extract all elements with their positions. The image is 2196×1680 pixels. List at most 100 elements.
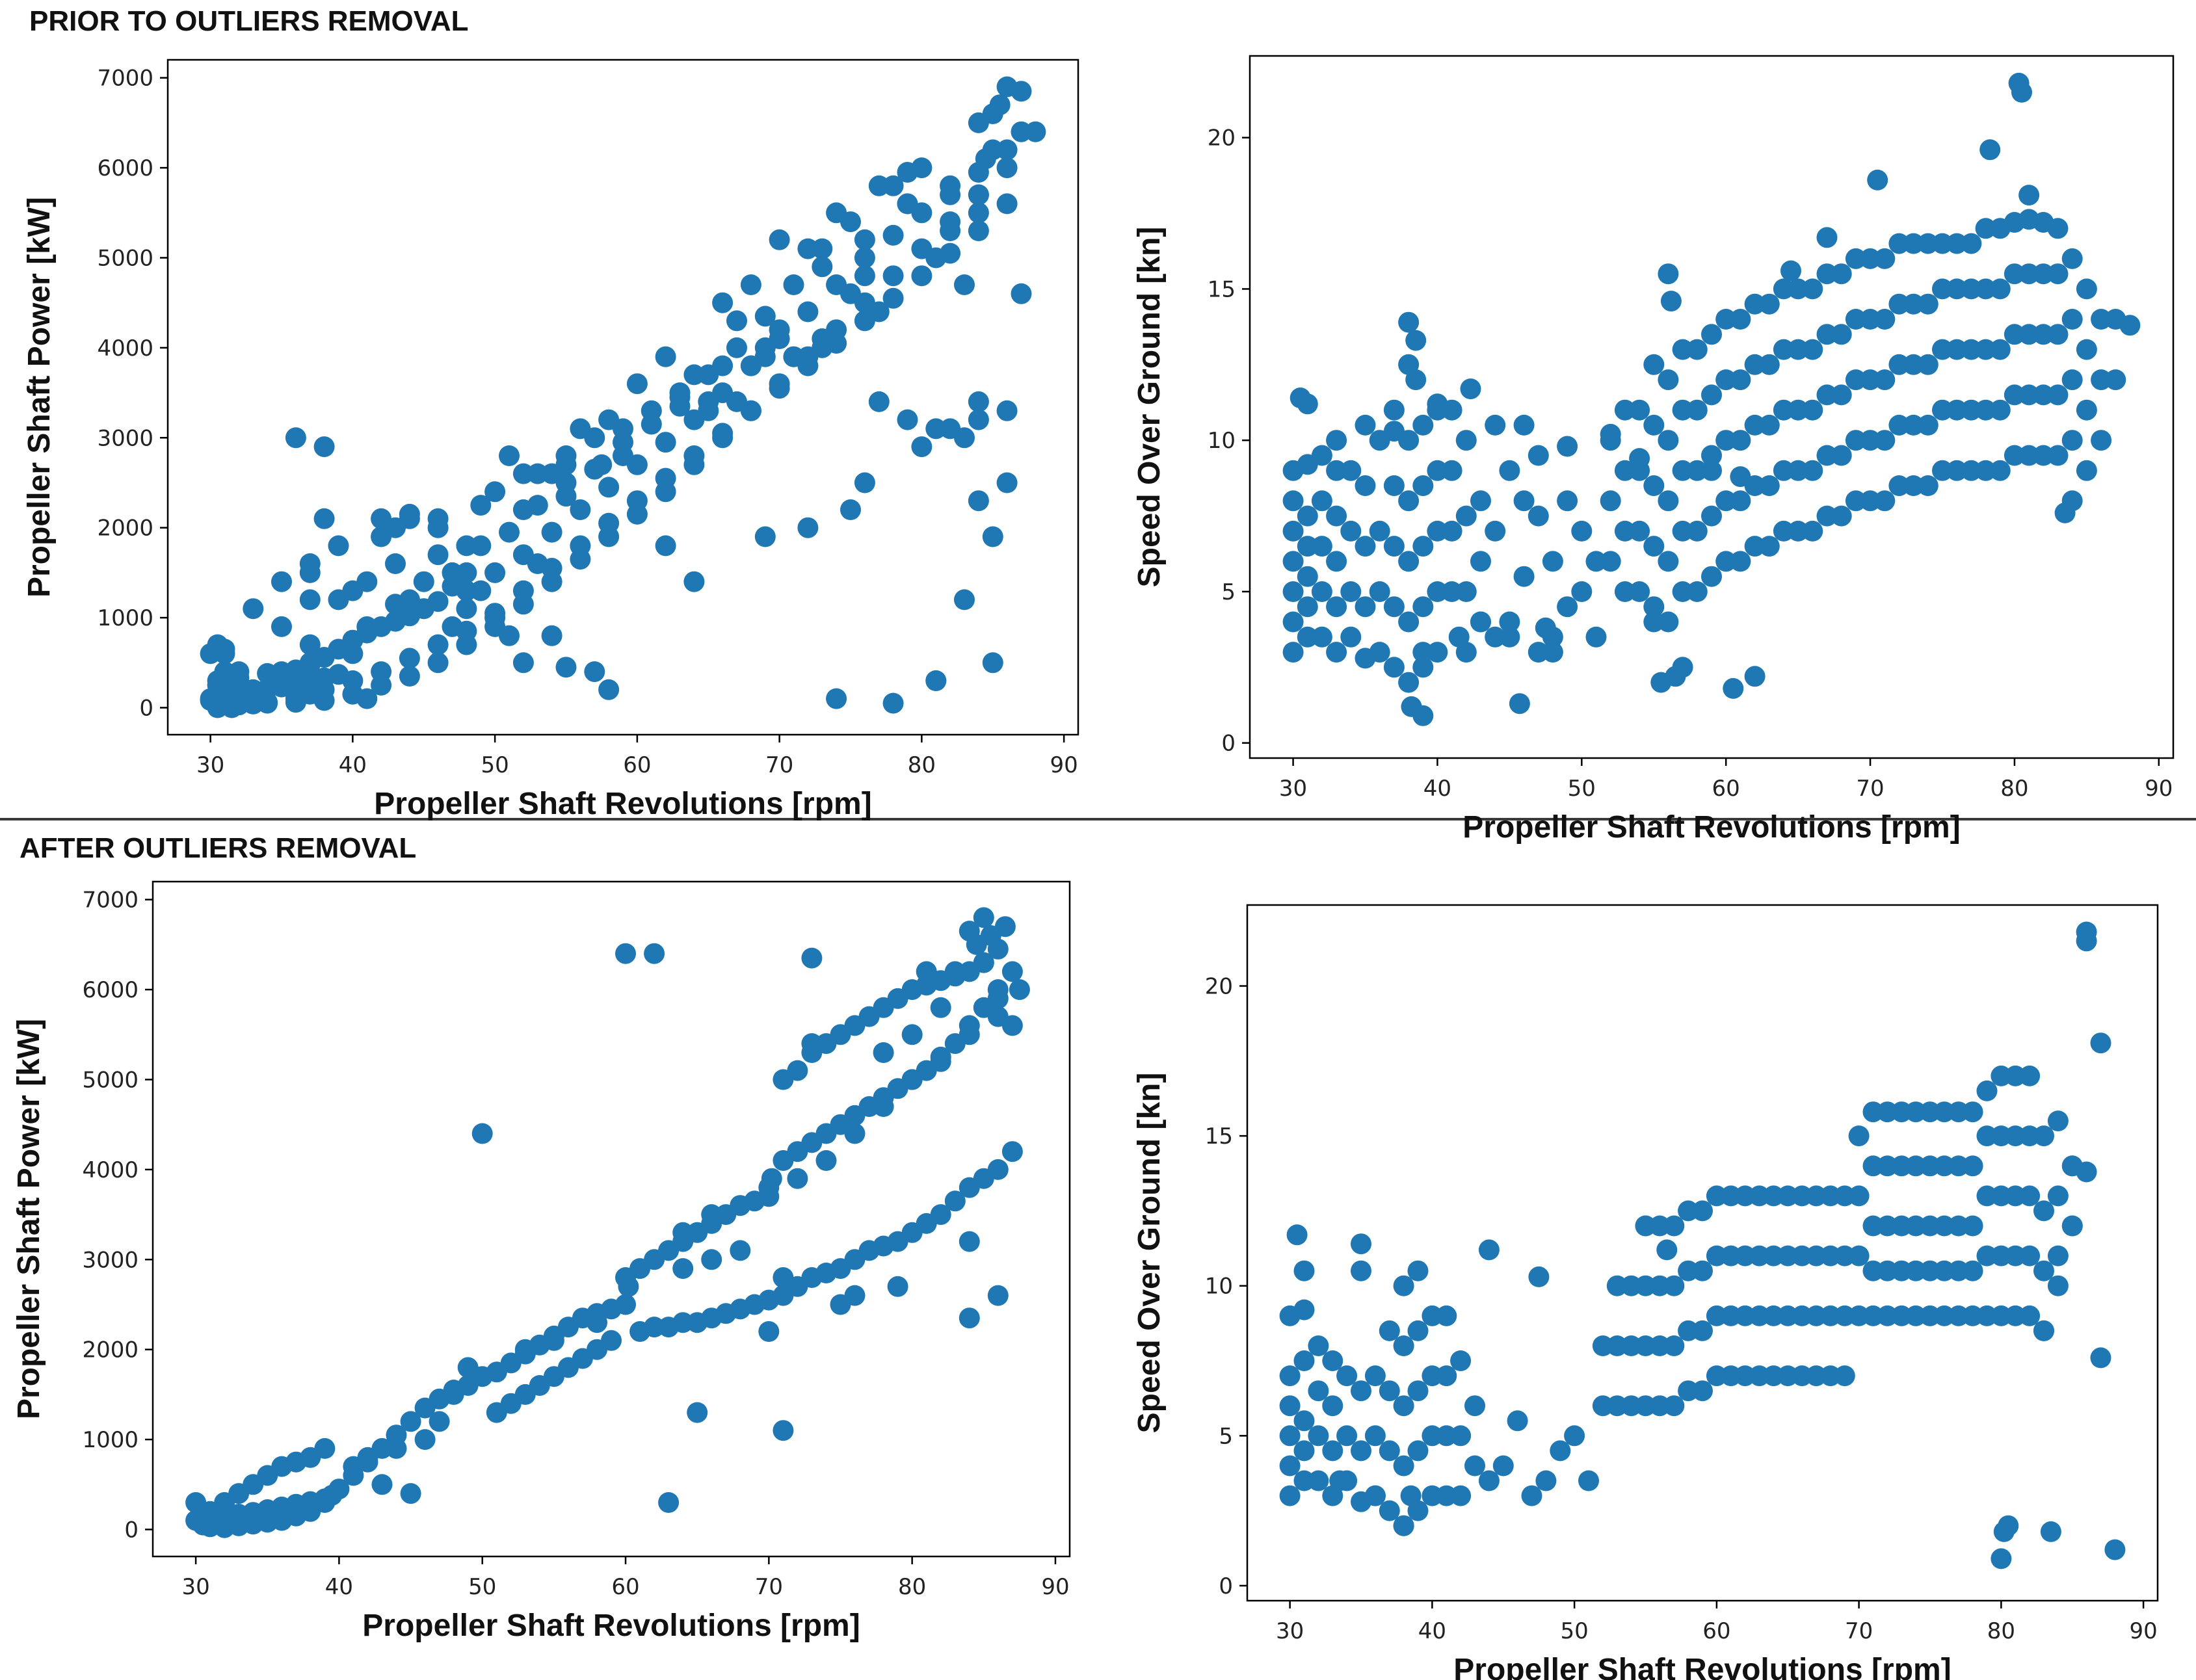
scatter-point	[1672, 460, 1693, 481]
scatter-point	[882, 287, 904, 309]
scatter-point	[1845, 248, 1866, 269]
scatter-point	[1816, 263, 1838, 285]
scatter-point	[1672, 520, 1693, 542]
scatter-point	[1962, 1260, 1983, 1281]
scatter-point	[1282, 490, 1304, 512]
scatter-point	[1991, 1065, 2012, 1086]
scatter-point	[414, 1429, 436, 1450]
scatter-point	[1706, 1245, 1727, 1267]
scatter-point	[1311, 581, 1332, 602]
x-tick-label: 50	[468, 1574, 496, 1600]
scatter-point	[844, 1123, 866, 1144]
scatter-point	[1329, 1470, 1351, 1491]
scatter-point	[712, 355, 734, 376]
scatter-point	[2019, 1065, 2041, 1086]
scatter-point	[1991, 1548, 2012, 1569]
scatter-point	[456, 562, 477, 583]
scatter-point	[371, 508, 392, 529]
scatter-point	[2047, 218, 2069, 239]
scatter-point	[1989, 399, 2011, 421]
scatter-point	[683, 364, 705, 386]
scatter-point	[1961, 399, 1982, 421]
x-tick-label: 80	[2000, 776, 2028, 802]
scatter-point	[1877, 1260, 1898, 1281]
scatter-point	[1412, 642, 1434, 663]
scatter-point	[1326, 430, 1347, 451]
scatter-point	[1749, 1305, 1770, 1326]
scatter-point	[1989, 278, 2011, 300]
scatter-point	[1975, 218, 1996, 239]
scatter-point	[1398, 490, 1420, 512]
scatter-point	[1405, 330, 1427, 351]
section-title-before: PRIOR TO OUTLIERS REMOVAL	[29, 5, 469, 37]
scatter-point	[911, 265, 933, 287]
scatter-point	[413, 598, 434, 620]
scatter-point	[968, 490, 989, 512]
scatter-point	[1874, 248, 1896, 269]
scatter-point	[1920, 1101, 1940, 1123]
scatter-point	[712, 292, 734, 313]
scatter-point	[1535, 1470, 1557, 1491]
scatter-point	[2104, 1539, 2126, 1560]
section-divider	[0, 818, 2196, 820]
scatter-point	[271, 571, 292, 592]
scatter-point	[1773, 399, 1794, 421]
scatter-point	[2047, 1110, 2069, 1132]
scatter-point	[1340, 626, 1362, 648]
scatter-point	[797, 517, 819, 538]
y-tick-label: 6000	[82, 977, 139, 1003]
scatter-point	[1946, 233, 1968, 254]
scatter-point	[1917, 475, 1938, 496]
scatter-point	[1621, 1335, 1642, 1356]
scatter-point	[1701, 445, 1722, 466]
scatter-point	[1297, 566, 1318, 587]
scatter-point	[882, 224, 904, 246]
scatter-point	[1744, 666, 1766, 687]
scatter-point	[1322, 1440, 1343, 1462]
scatter-points	[185, 907, 1030, 1538]
scatter-point	[1643, 475, 1665, 496]
scatter-point	[1678, 1320, 1699, 1341]
scatter-point	[1629, 399, 1650, 421]
scatter-point	[1723, 677, 1744, 699]
scatter-point	[1715, 369, 1737, 391]
scatter-point	[1550, 1440, 1571, 1462]
scatter-point	[740, 274, 761, 295]
x-tick-label: 40	[339, 752, 367, 778]
scatter-point	[1701, 460, 1722, 481]
scatter-point	[598, 409, 620, 430]
scatter-point	[996, 400, 1018, 421]
scatter-point	[541, 625, 562, 646]
scatter-point	[1412, 536, 1434, 557]
scatter-point	[954, 589, 975, 610]
y-tick-label: 6000	[97, 155, 153, 181]
scatter-point	[1311, 445, 1332, 466]
scatter-point	[2018, 324, 2040, 345]
x-axis-label: Propeller Shaft Revolutions [rpm]	[374, 787, 871, 821]
x-tick-label: 30	[181, 1574, 209, 1600]
scatter-point	[1672, 581, 1693, 602]
scatter-point	[1816, 384, 1838, 406]
scatter-point	[1470, 611, 1491, 633]
y-tick-label: 1000	[82, 1427, 139, 1453]
scatter-point	[1845, 309, 1866, 330]
scatter-point	[1282, 551, 1304, 572]
scatter-point	[887, 1276, 908, 1297]
scatter-point	[1730, 551, 1751, 572]
scatter-point	[2019, 1185, 2041, 1207]
x-tick-label: 70	[765, 752, 793, 778]
scatter-point	[1962, 1155, 1983, 1177]
x-tick-label: 60	[1712, 776, 1740, 802]
scatter-point	[442, 562, 463, 583]
scatter-point	[1436, 1305, 1457, 1326]
scatter-point	[1802, 278, 1823, 300]
scatter-point	[1649, 1335, 1671, 1356]
scatter-point	[2076, 1161, 2097, 1183]
scatter-point	[570, 535, 591, 557]
scatter-point	[512, 580, 534, 601]
scatter-point	[1383, 399, 1405, 421]
scatter-point	[1383, 657, 1405, 678]
scatter-point	[944, 961, 966, 982]
scatter-point	[1311, 536, 1332, 557]
scatter-point	[1763, 1185, 1784, 1207]
